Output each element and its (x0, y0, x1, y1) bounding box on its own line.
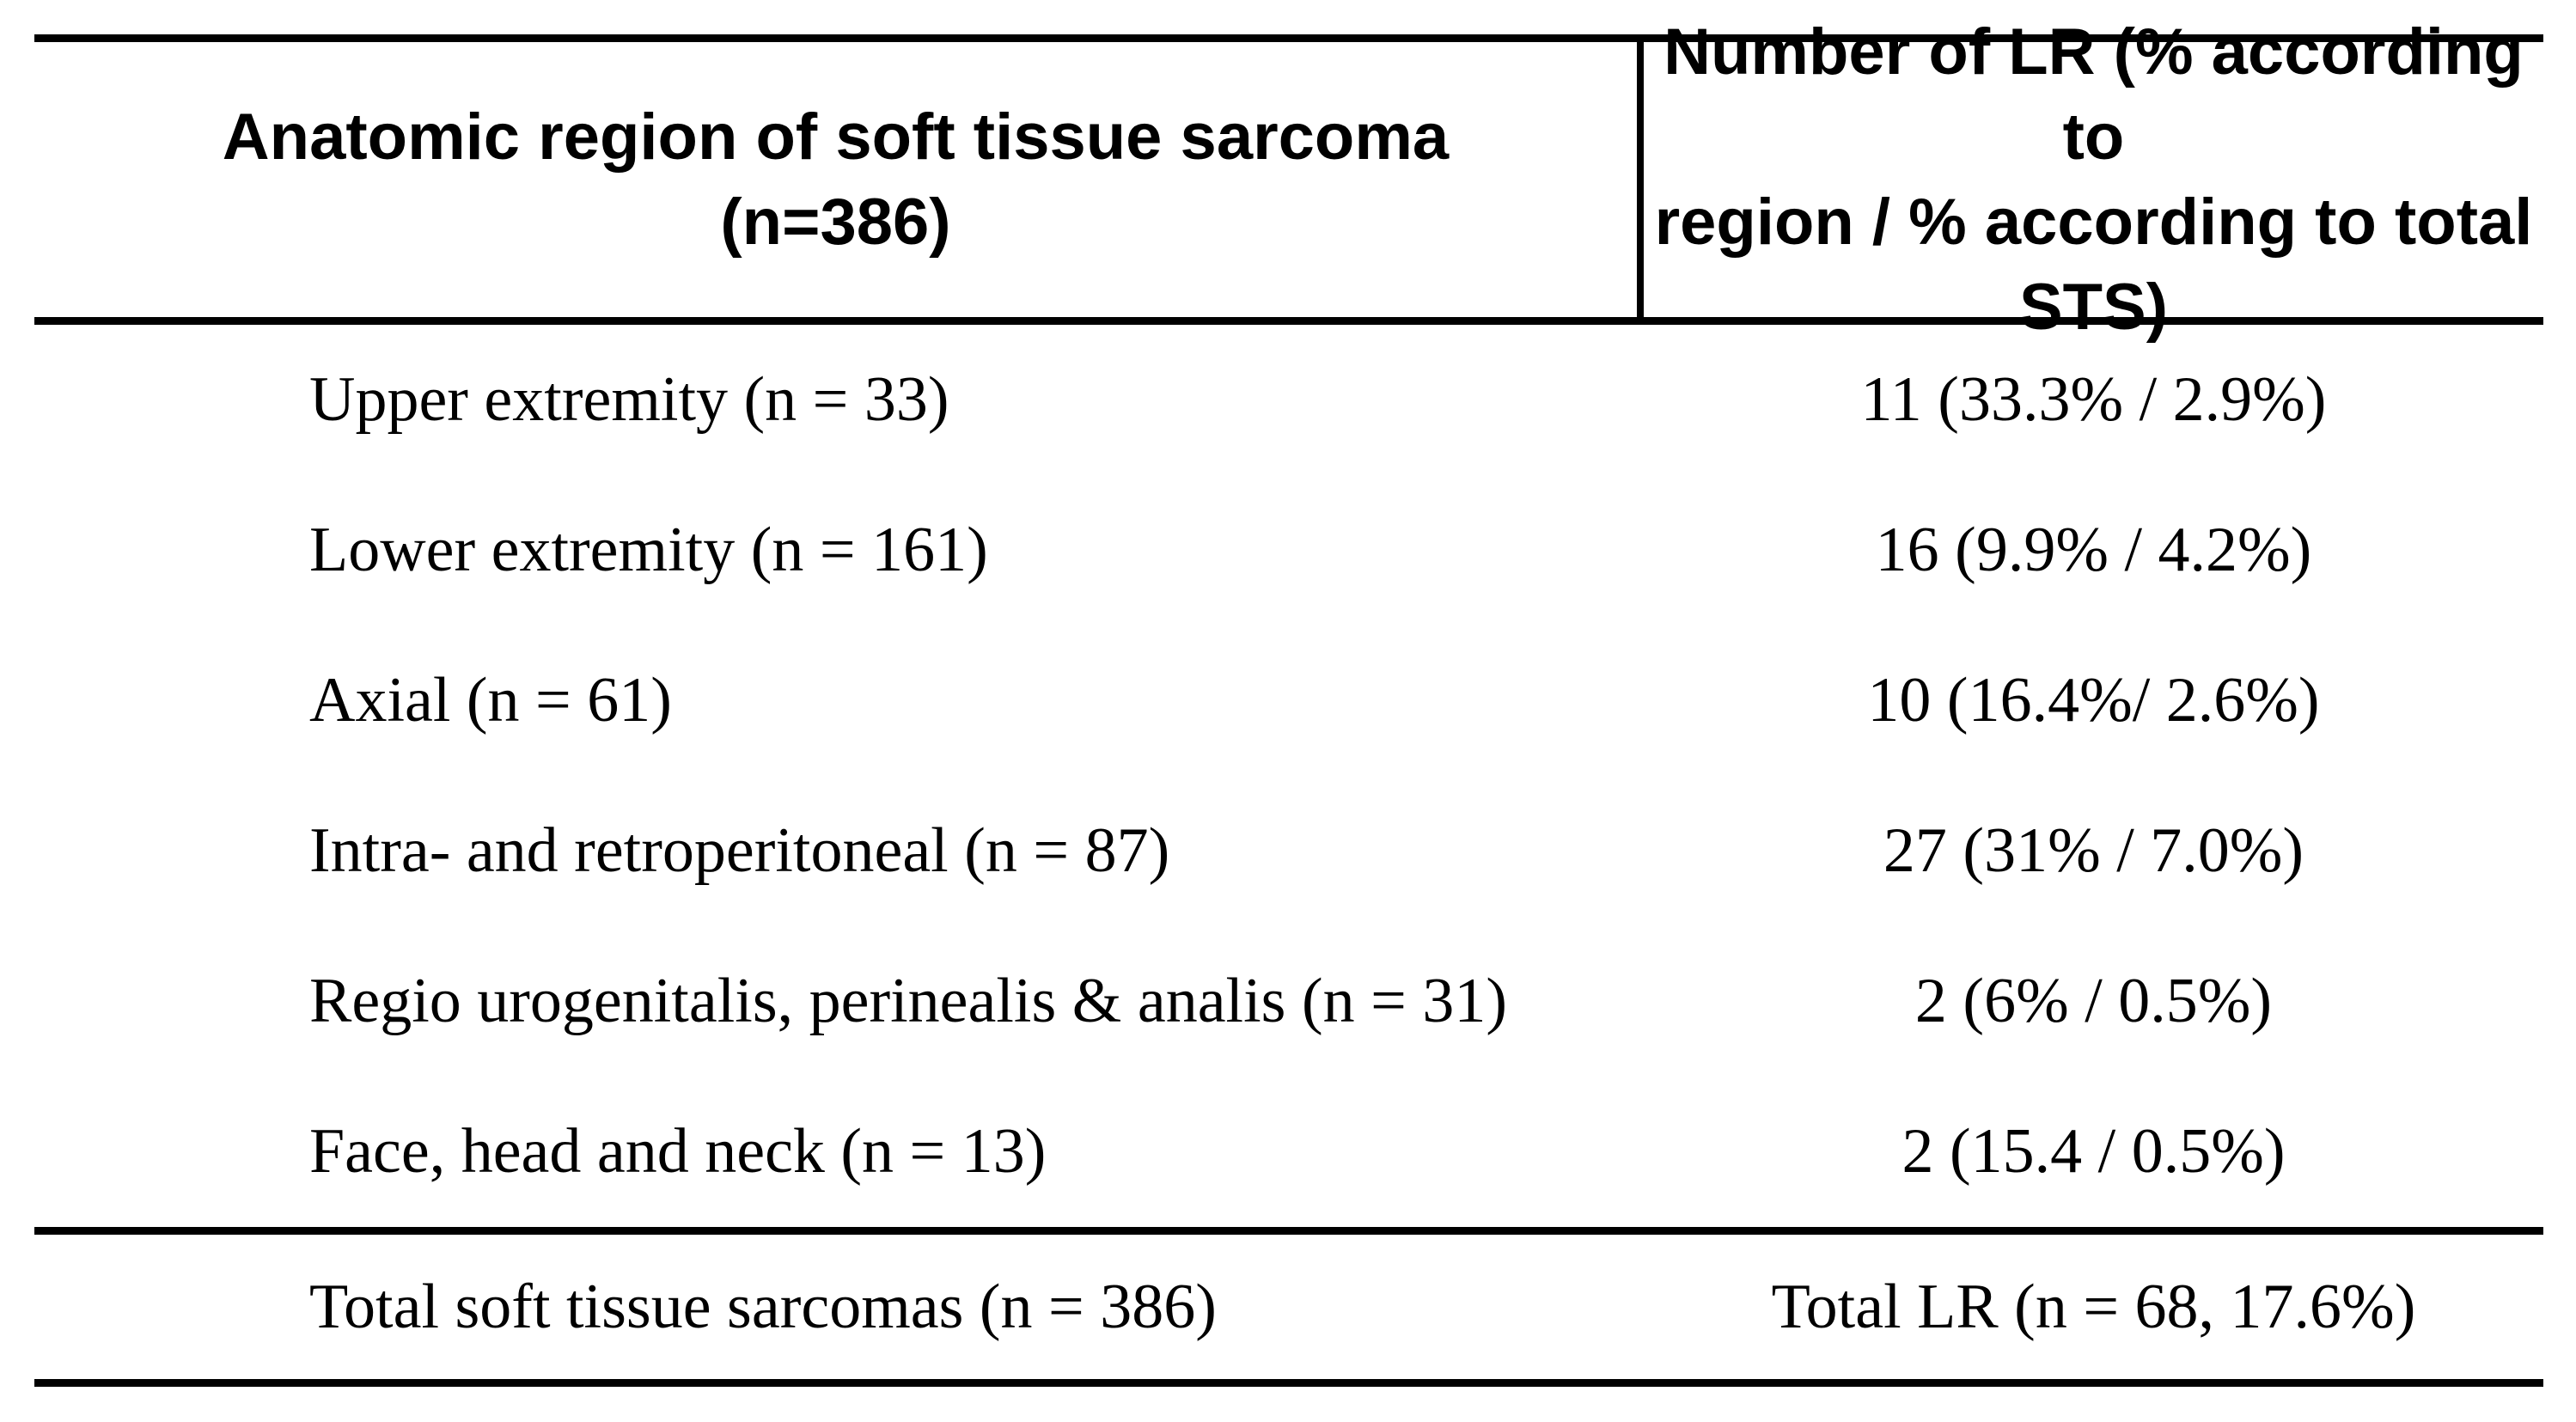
lr-count-cell: 10 (16.4%/ 2.6%) (1867, 665, 2320, 735)
region-cell: Regio urogenitalis, perinealis & analis … (309, 966, 1507, 1036)
header-text-line: STS) (2018, 271, 2169, 344)
header-text-line: (n=386) (720, 186, 951, 259)
lr-count-cell: 16 (9.9% / 4.2%) (1875, 515, 2312, 585)
header-text-line: Anatomic region of soft tissue sarcoma (222, 101, 1450, 174)
table-header-row: Anatomic region of soft tissue sarcoma (… (34, 15, 2543, 344)
table-row-regio-urogenitalis: Regio urogenitalis, perinealis & analis … (34, 926, 2543, 1077)
table-row-intra-retroperitoneal: Intra- and retroperitoneal (n = 87) 27 (… (34, 776, 2543, 926)
lr-count-cell: 2 (15.4 / 0.5%) (1901, 1116, 2286, 1187)
header-text-line: Number of LR (% according to (1663, 15, 2524, 174)
table-row-lower-extremity: Lower extremity (n = 161) 16 (9.9% / 4.2… (34, 475, 2543, 626)
region-cell: Axial (n = 61) (309, 665, 672, 735)
total-lr-cell: Total LR (n = 68, 17.6%) (1771, 1271, 2416, 1342)
lr-count-cell: 11 (33.3% / 2.9%) (1860, 364, 2327, 435)
table-row-axial: Axial (n = 61) 10 (16.4%/ 2.6%) (34, 626, 2543, 776)
region-cell: Upper extremity (n = 33) (309, 364, 949, 435)
lr-count-cell: 27 (31% / 7.0%) (1883, 815, 2304, 886)
header-cell-number-of-lr: Number of LR (% according to region / % … (1637, 15, 2543, 344)
table-row-face-head-neck: Face, head and neck (n = 13) 2 (15.4 / 0… (34, 1077, 2543, 1227)
header-cell-anatomic-region: Anatomic region of soft tissue sarcoma (… (34, 42, 1637, 317)
lr-count-cell: 2 (6% / 0.5%) (1914, 966, 2273, 1036)
region-cell: Face, head and neck (n = 13) (309, 1116, 1047, 1187)
region-cell: Intra- and retroperitoneal (n = 87) (309, 815, 1170, 886)
total-region-cell: Total soft tissue sarcomas (n = 386) (309, 1271, 1217, 1342)
region-cell: Lower extremity (n = 161) (309, 515, 988, 585)
header-text-line: region / % according to total (1654, 186, 2533, 259)
table-body: Upper extremity (n = 33) 11 (33.3% / 2.9… (34, 325, 2543, 1227)
table-row-upper-extremity: Upper extremity (n = 33) 11 (33.3% / 2.9… (34, 325, 2543, 475)
table-row-total: Total soft tissue sarcomas (n = 386) Tot… (34, 1227, 2543, 1379)
sts-lr-table: Anatomic region of soft tissue sarcoma (… (34, 15, 2543, 1387)
